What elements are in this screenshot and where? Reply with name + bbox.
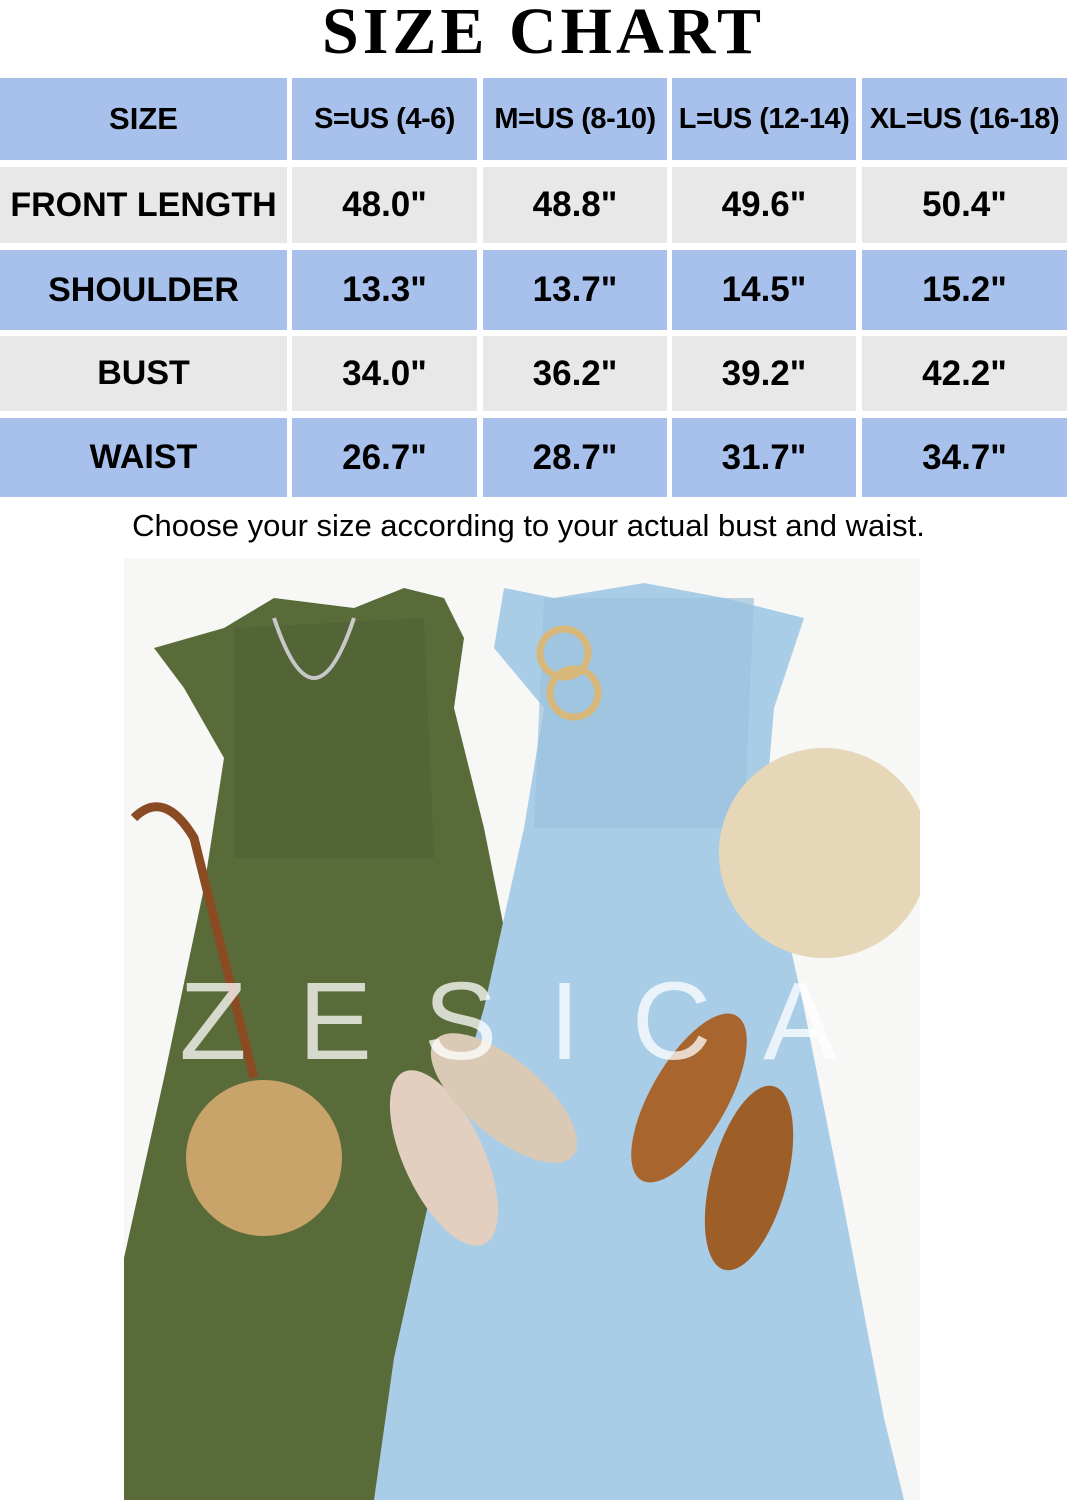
measurement-cell: 50.4" [862,167,1067,243]
header-size-column: L=US (12-14) [672,78,856,160]
header-size-column: S=US (4-6) [292,78,477,160]
measurement-cell: 15.2" [862,250,1067,330]
row-label: SHOULDER [0,250,287,330]
measurement-cell: 49.6" [672,167,856,243]
measurement-cell: 34.7" [862,418,1067,497]
measurement-cell: 34.0" [292,336,477,411]
dresses-illustration [124,583,920,1500]
straw-hat [719,748,920,958]
size-note: Choose your size according to your actua… [132,508,925,543]
product-photo: ZESICA [124,558,920,1500]
measurement-cell: 39.2" [672,336,856,411]
measurement-cell: 13.3" [292,250,477,330]
header-size-label: SIZE [0,78,287,160]
page-title: SIZE CHART [322,0,765,68]
measurement-cell: 36.2" [483,336,667,411]
row-label: BUST [0,336,287,411]
header-size-column: M=US (8-10) [483,78,667,160]
measurement-cell: 26.7" [292,418,477,497]
measurement-cell: 42.2" [862,336,1067,411]
header-size-column: XL=US (16-18) [862,78,1067,160]
zesica-watermark: ZESICA [179,960,889,1083]
measurement-cell: 28.7" [483,418,667,497]
measurement-cell: 31.7" [672,418,856,497]
blue-dress [374,583,904,1500]
measurement-cell: 48.8" [483,167,667,243]
straw-bag [186,1080,342,1236]
row-label: FRONT LENGTH [0,167,287,243]
measurement-cell: 13.7" [483,250,667,330]
measurement-cell: 14.5" [672,250,856,330]
measurement-cell: 48.0" [292,167,477,243]
row-label: WAIST [0,418,287,497]
